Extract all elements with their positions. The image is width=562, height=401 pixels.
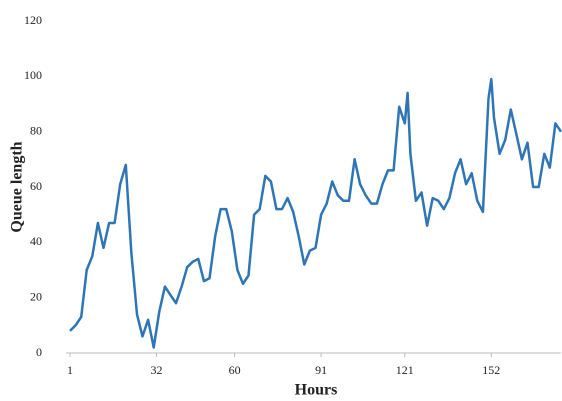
y-tick-label: 80 [30,123,42,137]
y-tick-label: 0 [36,345,42,359]
y-tick-label: 100 [24,68,42,82]
x-axis-title: Hours [295,382,338,399]
x-tick-label: 91 [315,363,327,377]
x-tick-label: 1 [67,363,73,377]
y-tick-label: 20 [30,289,42,303]
x-tick-label: 121 [396,363,414,377]
x-tick-label: 152 [482,363,500,377]
y-tick-label: 120 [24,13,42,27]
x-tick-label: 60 [229,363,241,377]
x-tick-label: 32 [150,363,162,377]
y-tick-label: 60 [30,179,42,193]
y-tick-label: 40 [30,234,42,248]
data-line [69,77,562,349]
y-axis-title: Queue length [9,141,26,232]
